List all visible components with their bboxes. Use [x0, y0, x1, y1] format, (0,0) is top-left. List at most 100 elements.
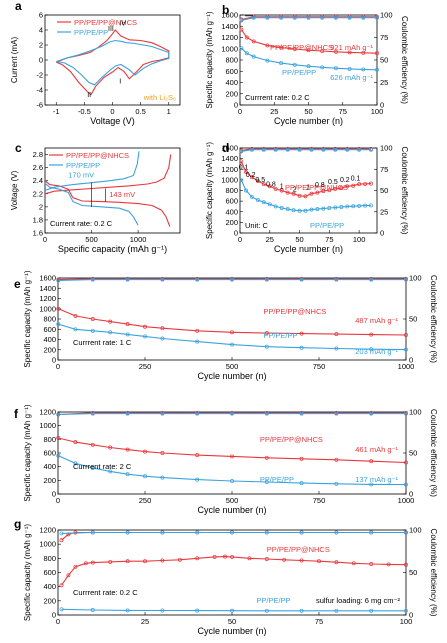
- rate-label: Currrent rate: 0.2 C: [73, 588, 138, 597]
- x-tick-label: -0.5: [78, 107, 91, 116]
- data-point: [404, 333, 408, 337]
- x-tick-label: 0: [238, 235, 242, 244]
- series-line: [61, 531, 406, 541]
- data-point: [125, 530, 130, 535]
- x-tick-label: 100: [400, 617, 413, 626]
- data-point: [292, 15, 297, 20]
- x-tick-label: 500: [85, 235, 98, 244]
- y2-tick-label: 0: [409, 611, 413, 620]
- data-point: [297, 193, 302, 198]
- x-tick-label: 1000: [398, 496, 415, 505]
- data-point: [361, 67, 366, 72]
- panel-a: -1 -0.5 0 0.5 1 -6 -4 -2 0 2 4 6 Voltage (V) Current …: [10, 0, 181, 126]
- x-tick-label: 75: [339, 107, 347, 116]
- data-point: [333, 205, 338, 210]
- y-tick-label: 200: [43, 476, 56, 485]
- data-point: [345, 147, 350, 152]
- data-point: [160, 558, 165, 563]
- y-tick-label: 0: [234, 229, 238, 238]
- data-point: [327, 188, 332, 193]
- data-point: [303, 194, 308, 199]
- y-tick-label: 1400: [39, 284, 56, 293]
- data-point: [195, 556, 200, 561]
- y-tick-label: 2.4: [33, 176, 43, 185]
- series-line: [58, 437, 407, 464]
- data-point: [125, 277, 130, 282]
- y2-axis-label: Coulombic efficiency (%): [429, 409, 438, 497]
- value-label: 921 mAh g⁻¹: [330, 43, 373, 52]
- y2-tick-label: 50: [409, 449, 417, 458]
- data-point: [125, 322, 130, 327]
- voltage-curve: [44, 154, 172, 195]
- y-tick-label: 1400: [221, 22, 238, 31]
- data-point: [59, 583, 64, 588]
- y-tick-label: 1000: [39, 304, 56, 313]
- data-point: [279, 45, 284, 50]
- series-line: [61, 556, 407, 586]
- data-point: [285, 207, 290, 212]
- data-point: [320, 15, 325, 20]
- data-point: [333, 147, 338, 152]
- data-point: [306, 64, 311, 69]
- voltage-curve: [44, 182, 139, 226]
- y-tick-label: 400: [43, 582, 56, 591]
- data-point: [404, 562, 408, 567]
- data-point: [273, 147, 278, 152]
- panel-label: d: [222, 141, 229, 155]
- data-point: [59, 607, 64, 612]
- data-point: [56, 322, 61, 327]
- series-line: [241, 47, 378, 71]
- data-point: [334, 411, 339, 416]
- series-line: [58, 455, 407, 486]
- data-point: [212, 554, 217, 559]
- x-tick-label: 75: [315, 617, 323, 626]
- data-point: [347, 15, 352, 20]
- data-point: [334, 560, 339, 565]
- y2-tick-label: 50: [380, 56, 388, 65]
- y-tick-label: 800: [43, 435, 56, 444]
- data-point: [361, 50, 366, 55]
- y-tick-label: 2.8: [33, 150, 43, 159]
- data-point: [334, 277, 339, 282]
- y2-tick-label: 50: [409, 568, 417, 577]
- x-axis-label: Voltage (V): [90, 116, 135, 126]
- legend-entry: PP/PE/PP@NHCS: [74, 18, 137, 27]
- rate-step-label: 0.8: [315, 182, 325, 189]
- series-line: [241, 149, 371, 152]
- data-point: [369, 608, 374, 613]
- data-point: [261, 147, 266, 152]
- data-point: [195, 328, 200, 333]
- x-tick-label: 0: [56, 362, 60, 371]
- voltage-curve: [44, 180, 171, 227]
- y-tick-label: 800: [43, 554, 56, 563]
- y2-tick-label: 100: [380, 11, 393, 20]
- data-point: [369, 147, 373, 152]
- data-point: [160, 451, 165, 455]
- data-point: [239, 18, 244, 23]
- data-point: [125, 411, 130, 416]
- series-line: [58, 413, 406, 416]
- peak-label: I: [119, 78, 121, 85]
- x-tick-label: 500: [226, 496, 239, 505]
- legend-entry: PP/PE/PP: [74, 28, 108, 37]
- data-point: [309, 147, 314, 152]
- panel-label: g: [14, 517, 21, 531]
- data-point: [73, 440, 78, 445]
- data-point: [404, 347, 408, 352]
- y2-axis-label: Coulombic efficiency (%): [429, 529, 438, 617]
- data-point: [90, 328, 95, 333]
- rate-label: Currrent rate: 1 C: [73, 338, 132, 347]
- value-label: 203 mAh g⁻¹: [355, 347, 398, 356]
- rate-step-label: 0.2: [246, 172, 256, 179]
- data-point: [264, 411, 269, 416]
- data-point: [230, 530, 234, 535]
- y-tick-label: 800: [225, 186, 238, 195]
- y-tick-label: 1.6: [33, 229, 43, 238]
- data-point: [230, 277, 234, 282]
- data-point: [321, 189, 326, 193]
- data-point: [297, 208, 302, 213]
- data-point: [264, 455, 269, 460]
- x-tick-label: 25: [141, 617, 149, 626]
- y2-tick-label: 50: [380, 186, 388, 195]
